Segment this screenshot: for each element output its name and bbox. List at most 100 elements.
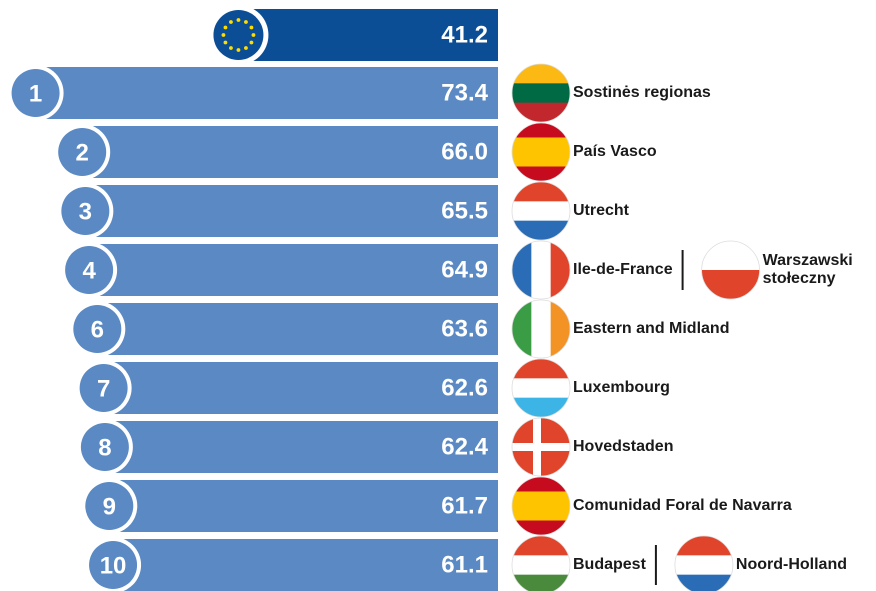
flag-stripe xyxy=(512,555,570,576)
flag-cross xyxy=(533,418,541,476)
rank-badge xyxy=(65,246,114,294)
flag-stripe xyxy=(512,359,570,379)
bar xyxy=(113,539,498,591)
bar xyxy=(85,185,498,237)
region-label: Sostinės regionas xyxy=(573,84,711,101)
value-label: 64.9 xyxy=(441,257,488,284)
flag-stripe xyxy=(674,555,733,576)
flag-stripe xyxy=(512,64,570,84)
flag-stripe xyxy=(512,83,570,104)
flag-stripe xyxy=(512,166,570,181)
flag-stripe xyxy=(512,506,570,521)
flag-rim xyxy=(511,358,571,418)
rank-label: 1 xyxy=(29,81,42,108)
eu-star xyxy=(229,46,233,50)
region-label: Luxembourg xyxy=(573,379,670,396)
flag xyxy=(512,241,570,299)
bar xyxy=(104,421,498,473)
rank-label: 9 xyxy=(103,494,116,521)
flag-stripe xyxy=(512,201,570,222)
bar xyxy=(89,244,498,296)
flag-rim xyxy=(511,535,571,591)
value-label: 66.0 xyxy=(441,139,488,166)
flag-rim xyxy=(511,240,571,300)
region-label: Eastern and Midland xyxy=(573,320,730,337)
value-label: 41.2 xyxy=(441,22,488,49)
rank-label: 8 xyxy=(98,435,111,462)
eu-star xyxy=(221,33,226,37)
eu-star xyxy=(236,48,241,52)
flag-stripe xyxy=(550,300,570,358)
flag-stripe xyxy=(512,378,570,399)
region-label: Comunidad Foral de Navarra xyxy=(573,497,792,514)
region-label: Hovedstaden xyxy=(573,438,674,455)
rank-badge xyxy=(61,187,110,235)
rank-badge xyxy=(85,482,134,530)
eu-star xyxy=(249,40,254,45)
flag-stripe xyxy=(512,477,570,492)
eu-badge xyxy=(213,10,264,60)
flag-stripe xyxy=(531,241,552,299)
flag-rim xyxy=(674,535,734,591)
region-label: Ile-de-France xyxy=(573,261,673,278)
bar xyxy=(109,480,498,532)
eu-bar xyxy=(238,9,498,61)
rank-label: 7 xyxy=(97,376,110,403)
eu-star xyxy=(244,46,248,50)
region-label: Noord-Holland xyxy=(735,556,847,573)
flag xyxy=(512,182,570,240)
bar xyxy=(103,362,499,414)
eu-star xyxy=(251,33,256,37)
flag-stripe xyxy=(512,536,570,556)
value-label: 62.4 xyxy=(441,434,488,461)
value-label: 62.6 xyxy=(441,375,488,402)
flag xyxy=(512,64,570,122)
rank-label: 4 xyxy=(82,258,96,285)
flag-rim xyxy=(511,476,571,536)
flag-stripe xyxy=(512,520,570,535)
flag xyxy=(512,300,570,358)
value-label: 65.5 xyxy=(441,198,488,225)
flag-rim xyxy=(701,240,760,300)
rank-badge xyxy=(73,305,122,353)
rank-label: 2 xyxy=(76,140,89,167)
flag-stripe xyxy=(512,491,570,507)
flag-stripe xyxy=(512,123,570,138)
region-label: Utrecht xyxy=(573,202,630,219)
flag xyxy=(512,359,570,417)
value-label: 61.7 xyxy=(441,493,488,520)
flag-stripe xyxy=(512,137,570,153)
flag-stripe xyxy=(674,536,733,556)
value-label: 73.4 xyxy=(441,80,488,107)
rank-label: 3 xyxy=(79,199,92,226)
value-label: 63.6 xyxy=(441,316,488,343)
eu-star xyxy=(223,40,228,45)
region-label: Warszawski stołeczny xyxy=(762,252,853,287)
flag-stripe xyxy=(512,102,570,122)
region-label: Budapest xyxy=(573,556,646,573)
flag-rim xyxy=(511,122,571,182)
flag xyxy=(674,536,733,591)
flag-stripe xyxy=(701,270,760,299)
flag-stripe xyxy=(512,241,532,299)
eu-star xyxy=(229,20,233,24)
value-label: 61.1 xyxy=(441,552,488,579)
rank-badge xyxy=(80,423,129,471)
flag-stripe xyxy=(512,152,570,167)
flag-stripe xyxy=(701,241,760,271)
rank-badge xyxy=(58,128,107,176)
flag-stripe xyxy=(674,574,733,591)
eu-star xyxy=(223,25,228,30)
flag-rim xyxy=(511,417,571,477)
rank-label: 6 xyxy=(91,317,104,344)
flag-stripe xyxy=(512,574,570,591)
bar xyxy=(97,303,498,355)
bar xyxy=(82,126,498,178)
flag-stripe xyxy=(512,182,570,202)
flag-rim xyxy=(511,299,571,359)
flag-stripe xyxy=(531,300,552,358)
rank-badge xyxy=(89,541,138,589)
flag-stripe xyxy=(512,220,570,240)
